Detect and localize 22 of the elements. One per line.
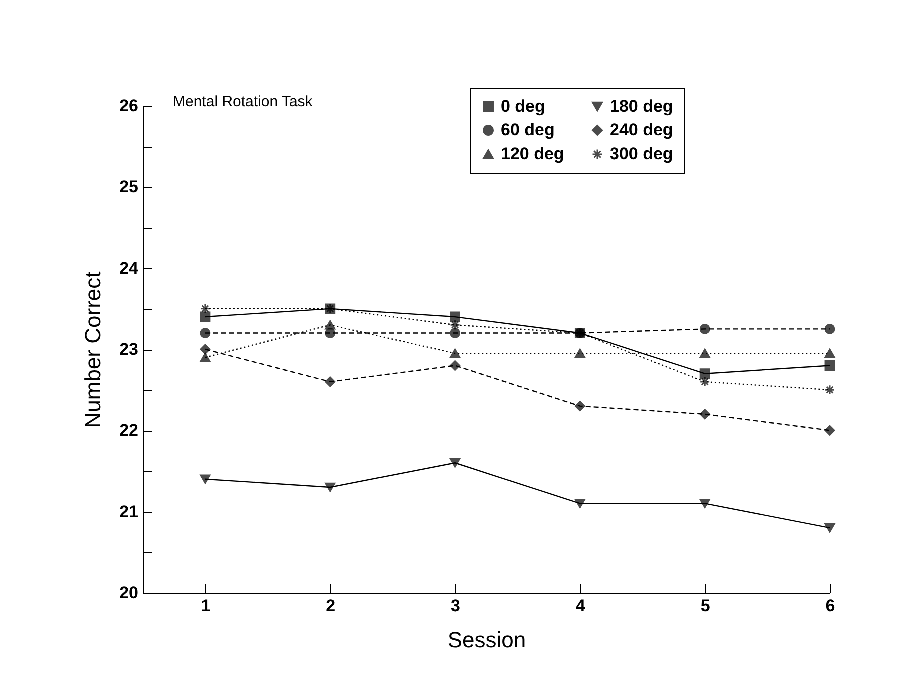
y-axis-title: Number Correct [80,272,106,428]
x-tick-label: 5 [700,596,710,616]
x-tick-label: 2 [326,596,336,616]
y-tick-label: 20 [120,584,138,602]
y-tick-label: 24 [120,258,140,278]
y-tick-label: 25 [120,178,138,197]
legend-label: 180 deg [610,96,674,116]
legend-label: 0 deg [501,96,546,116]
x-axis-title: Session [448,628,526,652]
legend-label: 60 deg [501,120,555,140]
legend-label: 240 deg [610,120,674,140]
x-tick-label: 4 [576,596,586,616]
x-tick-label: 6 [826,596,836,616]
legend-label: 120 deg [501,144,564,164]
chart-title: Mental Rotation Task [173,94,314,110]
x-tick-label: 3 [451,596,461,616]
legend-label: 300 deg [610,144,674,164]
x-tick-label: 1 [201,596,211,616]
y-tick-label: 23 [120,340,138,359]
y-tick-label: 26 [120,96,138,116]
y-tick-label: 22 [120,421,138,440]
y-tick-label: 21 [120,502,138,522]
